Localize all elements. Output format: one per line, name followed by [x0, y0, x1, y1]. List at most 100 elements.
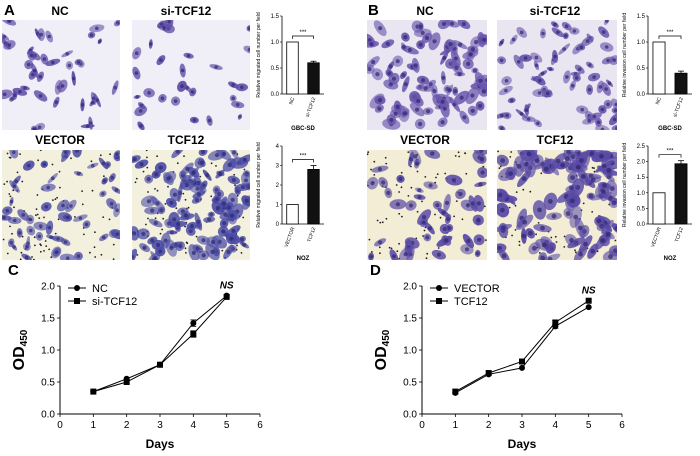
membrane-pore: [236, 244, 238, 247]
membrane-pore: [215, 165, 217, 167]
cell-nucleus: [65, 52, 69, 56]
cell-nucleus: [185, 183, 190, 188]
x-tick-label: NC: [288, 96, 296, 105]
cell-nucleus: [613, 108, 617, 113]
series-line-si-tcf12: [93, 296, 228, 393]
cell-nucleus: [67, 63, 72, 68]
x-tick-label: TCF12: [307, 226, 318, 243]
cell-nucleus: [534, 55, 539, 60]
cell-nucleus: [430, 151, 435, 156]
y-tick-label: 0.5: [403, 378, 417, 389]
bar-tcf12: [307, 169, 320, 225]
membrane-pore: [186, 242, 189, 245]
membrane-pore: [511, 234, 513, 237]
cell-nucleus: [508, 171, 514, 176]
y-tick-label: 2.0: [41, 282, 55, 293]
cell-nucleus: [229, 236, 234, 241]
cell-nucleus: [231, 83, 235, 87]
membrane-pore: [509, 156, 512, 158]
cell-nucleus: [423, 86, 428, 91]
cell-nucleus: [564, 34, 568, 38]
membrane-pore: [368, 238, 371, 241]
membrane-pore: [38, 217, 41, 219]
membrane-pore: [465, 172, 468, 175]
cell-nucleus: [523, 56, 528, 60]
cell-nucleus: [191, 170, 196, 175]
membrane-pore: [39, 150, 42, 152]
cell-nucleus: [465, 203, 471, 208]
membrane-pore: [416, 210, 419, 213]
cell-nucleus: [387, 71, 392, 76]
cell-nucleus: [393, 111, 398, 116]
cell-nucleus: [466, 238, 471, 244]
cell-nucleus: [132, 254, 135, 259]
cell-nucleus: [18, 90, 22, 94]
cell-nucleus: [102, 235, 106, 240]
membrane-pore: [176, 162, 179, 165]
cell-nucleus: [25, 244, 29, 249]
cell-nucleus: [526, 117, 531, 121]
data-point-square: [123, 379, 130, 385]
membrane-pore: [94, 231, 96, 234]
cell-nucleus: [566, 150, 571, 155]
membrane-pore: [185, 252, 187, 254]
x-tick-label: 2: [486, 420, 492, 431]
cell-nucleus: [191, 90, 195, 94]
cell-nucleus: [505, 113, 510, 118]
membrane-pore: [182, 192, 185, 195]
y-tick-label: 1.5: [637, 14, 646, 20]
cell-nucleus: [403, 252, 408, 257]
membrane-pore: [485, 239, 487, 241]
cell-nucleus: [395, 104, 400, 109]
cell-nucleus: [14, 179, 18, 183]
cell-nucleus: [422, 215, 427, 220]
x-tick-label: VECTOR: [284, 226, 297, 248]
cell-nucleus: [614, 226, 617, 231]
cell-nucleus: [69, 204, 73, 208]
cell-nucleus: [596, 120, 601, 125]
cell-nucleus: [500, 113, 504, 118]
y-tick-label: 1.0: [41, 346, 55, 357]
cell-nucleus: [167, 20, 171, 24]
cell-nucleus: [570, 175, 575, 180]
membrane-pore: [70, 157, 72, 160]
x-tick-label: NC: [655, 96, 663, 105]
cell-nucleus: [388, 64, 393, 69]
cell-nucleus: [63, 240, 68, 244]
membrane-pore: [240, 252, 243, 254]
x-tick-label: 2: [124, 420, 130, 431]
y-tick-label: 1: [276, 203, 280, 209]
cell-nucleus: [183, 213, 188, 218]
membrane-pore: [108, 218, 111, 221]
cell-nucleus: [403, 111, 408, 116]
membrane-pore: [83, 233, 85, 236]
cell-nucleus: [600, 238, 605, 243]
cell-nucleus: [85, 124, 90, 128]
cell-nucleus: [441, 21, 447, 26]
membrane-pore: [210, 162, 213, 165]
cell-nucleus: [401, 44, 406, 49]
membrane-pore: [35, 208, 38, 210]
y-tick-label: 1.0: [271, 40, 280, 46]
cell-nucleus: [562, 47, 566, 51]
membrane-pore: [135, 177, 138, 180]
membrane-pore: [398, 212, 401, 215]
stained-cell: [611, 223, 617, 234]
cell-nucleus: [231, 177, 236, 183]
significance-bracket: [658, 154, 682, 158]
cell-nucleus: [221, 201, 227, 206]
cell-nucleus: [615, 126, 617, 130]
membrane-pore: [497, 150, 499, 153]
membrane-pore: [379, 252, 381, 255]
membrane-pore: [614, 239, 617, 242]
membrane-pore: [90, 160, 93, 163]
cell-nucleus: [205, 173, 210, 178]
cell-nucleus: [42, 162, 47, 167]
membrane-pore: [535, 233, 537, 236]
bar-chart-b-bottom: Relative invasion cell number per field 0…: [622, 143, 692, 262]
cell-nucleus: [231, 228, 236, 233]
bar-nc: [652, 41, 666, 95]
cell-nucleus: [158, 165, 163, 170]
membrane-pore: [376, 219, 379, 222]
membrane-pore: [234, 184, 236, 187]
